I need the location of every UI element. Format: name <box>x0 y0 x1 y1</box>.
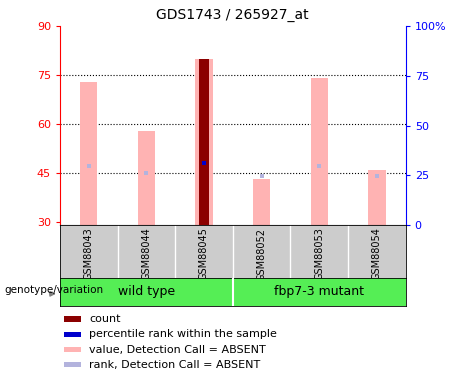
Text: GSM88052: GSM88052 <box>257 228 266 280</box>
Text: GSM88044: GSM88044 <box>142 228 151 280</box>
Bar <box>195 59 213 225</box>
Bar <box>80 82 97 225</box>
Text: GSM88045: GSM88045 <box>199 228 209 280</box>
Bar <box>368 170 385 225</box>
Text: rank, Detection Call = ABSENT: rank, Detection Call = ABSENT <box>89 360 260 370</box>
Text: percentile rank within the sample: percentile rank within the sample <box>89 329 277 339</box>
Bar <box>253 179 270 225</box>
Text: GSM88053: GSM88053 <box>314 228 324 280</box>
Text: count: count <box>89 314 121 324</box>
Text: value, Detection Call = ABSENT: value, Detection Call = ABSENT <box>89 345 266 355</box>
Bar <box>64 332 81 337</box>
Text: GSM88054: GSM88054 <box>372 228 382 280</box>
Text: GSM88043: GSM88043 <box>84 228 94 280</box>
Bar <box>64 362 81 368</box>
Bar <box>311 78 328 225</box>
Text: wild type: wild type <box>118 285 175 298</box>
Title: GDS1743 / 265927_at: GDS1743 / 265927_at <box>156 9 309 22</box>
Bar <box>199 59 209 225</box>
Text: genotype/variation: genotype/variation <box>5 285 104 295</box>
Bar <box>64 347 81 352</box>
Bar <box>138 130 155 225</box>
Text: fbp7-3 mutant: fbp7-3 mutant <box>274 285 364 298</box>
Bar <box>64 316 81 321</box>
